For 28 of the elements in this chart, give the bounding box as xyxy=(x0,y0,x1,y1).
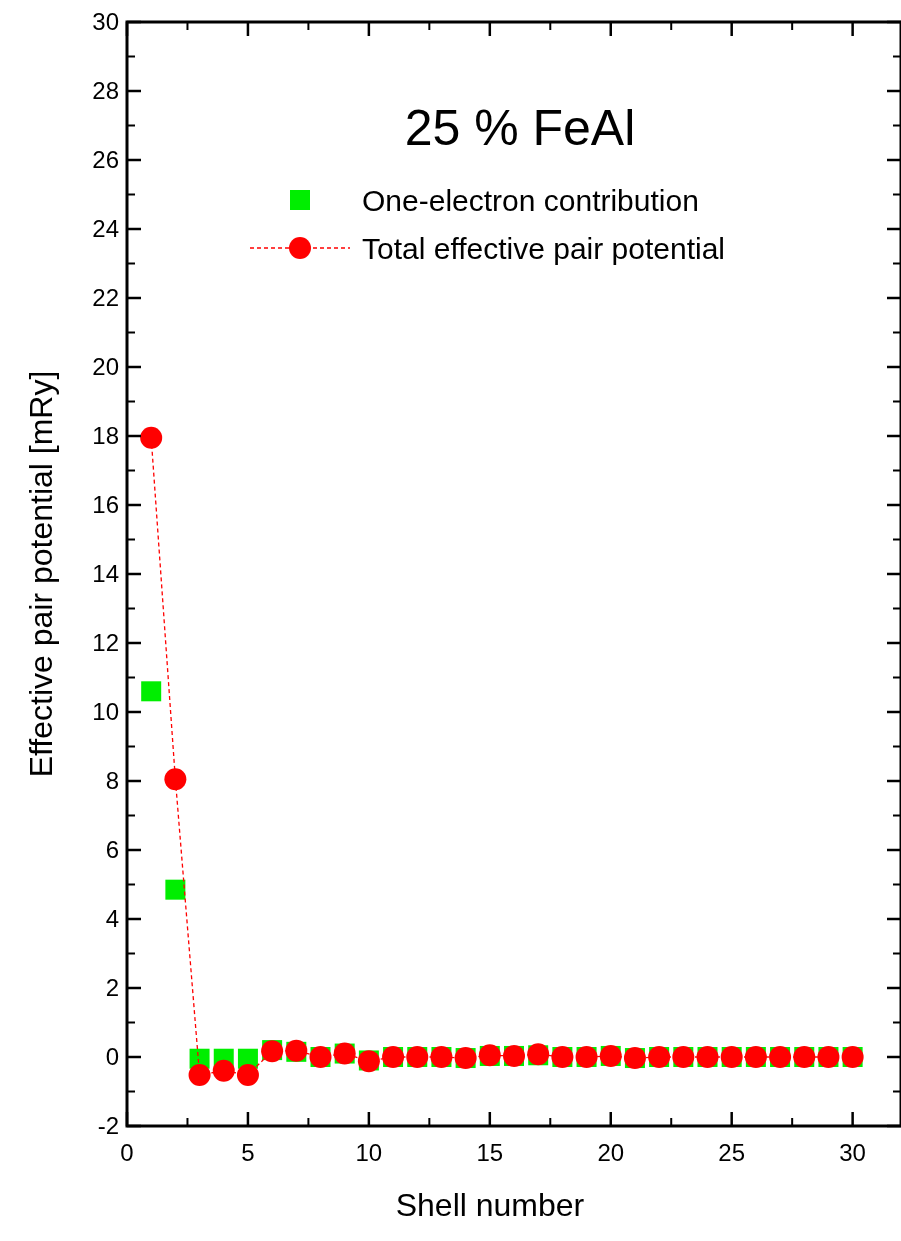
y-tick-label: 22 xyxy=(92,284,119,311)
y-tick-label: 10 xyxy=(92,698,119,725)
text: 25 % FeAl xyxy=(404,100,636,156)
y-tick-label: 26 xyxy=(92,146,119,173)
y-tick-label: 4 xyxy=(105,905,119,932)
y-tick-label: 18 xyxy=(92,422,119,449)
x-tick-label: 10 xyxy=(355,1139,383,1166)
y-tick-label: -2 xyxy=(97,1112,119,1139)
legend-label: Total effective pair potential xyxy=(362,232,726,265)
y-tick-label: 12 xyxy=(92,629,119,656)
x-tick-label: 15 xyxy=(476,1139,504,1166)
y-tick-label: 20 xyxy=(92,353,119,380)
x-tick-label: 5 xyxy=(241,1139,255,1166)
y-tick-label: 0 xyxy=(105,1043,119,1070)
y-tick-label: 6 xyxy=(105,836,119,863)
y-tick-label: 24 xyxy=(92,215,119,242)
y-tick-label: 16 xyxy=(92,491,119,518)
y-tick-label: 8 xyxy=(105,767,119,794)
x-tick-label: 25 xyxy=(718,1139,746,1166)
x-tick-label: 30 xyxy=(839,1139,866,1166)
y-tick-label: 14 xyxy=(92,560,119,587)
x-tick-label: 20 xyxy=(597,1139,625,1166)
y-tick-label: 30 xyxy=(92,8,119,35)
y-axis-title: Effective pair potential [mRy] xyxy=(23,370,59,778)
y-tick-label: 28 xyxy=(92,77,119,104)
x-axis-title: Shell number xyxy=(395,1187,585,1223)
legend-label: One-electron contribution xyxy=(362,184,699,217)
y-tick-label: 2 xyxy=(105,974,119,1001)
